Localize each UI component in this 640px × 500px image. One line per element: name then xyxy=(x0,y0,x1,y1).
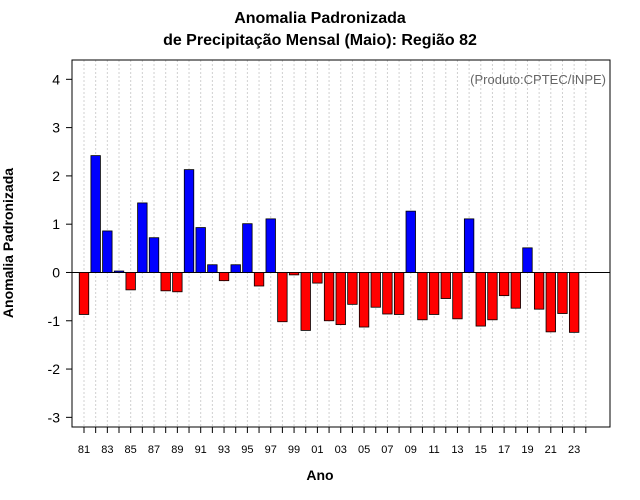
x-tick-label: 83 xyxy=(101,444,113,456)
x-tick-label: 81 xyxy=(78,444,90,456)
bar-2016 xyxy=(487,272,498,321)
x-axis-label: Ano xyxy=(306,467,334,483)
bar-2019 xyxy=(522,247,533,273)
bar-2000 xyxy=(300,272,311,331)
bar-1983 xyxy=(102,230,113,273)
bar-1987 xyxy=(148,237,160,273)
x-tick-label: 11 xyxy=(428,444,439,456)
bar-2008 xyxy=(393,272,405,315)
x-tick-label: 91 xyxy=(195,444,207,456)
bar-2005 xyxy=(358,272,370,328)
bar-2017 xyxy=(498,272,510,297)
bar-2021 xyxy=(545,272,556,333)
x-tick-label: 95 xyxy=(241,444,253,456)
product-annotation: (Produto:CPTEC/INPE) xyxy=(470,72,606,87)
bar-2009 xyxy=(405,210,416,273)
bar-1985 xyxy=(125,272,136,291)
x-tick-label: 01 xyxy=(311,444,323,456)
bar-1992 xyxy=(207,264,218,273)
bar-1981 xyxy=(78,272,90,315)
x-tick-label: 17 xyxy=(498,444,510,456)
bar-2010 xyxy=(417,272,428,321)
y-tick-label: 1 xyxy=(52,216,60,232)
x-tick-label: 13 xyxy=(451,444,463,456)
x-tick-label: 03 xyxy=(335,444,347,456)
bar-1999 xyxy=(288,272,300,276)
bar-1984 xyxy=(113,270,125,273)
bar-2011 xyxy=(428,272,440,315)
x-tick-label: 21 xyxy=(545,444,557,456)
x-tick-label: 07 xyxy=(381,444,393,456)
y-tick-label: -1 xyxy=(48,313,61,329)
x-tick-label: 23 xyxy=(568,444,580,456)
x-tick-label: 97 xyxy=(265,444,277,456)
y-tick-label: 2 xyxy=(52,168,60,184)
y-tick-label: -3 xyxy=(48,409,61,425)
x-tick-label: 99 xyxy=(288,444,300,456)
bar-1998 xyxy=(277,272,288,323)
bar-2003 xyxy=(335,272,346,326)
bar-1989 xyxy=(172,272,183,293)
bar-2020 xyxy=(533,272,545,310)
bar-1996 xyxy=(253,272,265,287)
bar-1997 xyxy=(265,218,276,273)
bar-2002 xyxy=(323,272,335,322)
bar-1988 xyxy=(160,272,171,292)
bar-1993 xyxy=(218,272,230,282)
bar-2022 xyxy=(557,272,568,314)
bar-2013 xyxy=(452,272,463,320)
x-tick-label: 85 xyxy=(125,444,137,456)
bar-2007 xyxy=(382,272,393,315)
x-tick-label: 89 xyxy=(171,444,183,456)
x-tick-label: 93 xyxy=(218,444,230,456)
bar-2018 xyxy=(510,272,521,309)
bar-2012 xyxy=(440,272,451,299)
bar-1991 xyxy=(195,227,206,273)
bar-2006 xyxy=(370,272,381,308)
chart-title: Anomalia Padronizada xyxy=(234,10,406,27)
y-tick-label: 3 xyxy=(52,120,60,136)
bar-2014 xyxy=(463,218,475,273)
bar-1982 xyxy=(90,155,101,273)
y-tick-label: -2 xyxy=(48,361,61,377)
bar-2023 xyxy=(568,272,580,333)
bar-2001 xyxy=(312,272,323,284)
x-tick-label: 87 xyxy=(148,444,160,456)
bar-1990 xyxy=(183,169,195,273)
y-axis-label: Anomalia Padronizada xyxy=(0,167,16,319)
chart-subtitle: de Precipitação Mensal (Maio): Região 82 xyxy=(163,32,477,49)
x-tick-label: 09 xyxy=(405,444,417,456)
y-tick-label: 4 xyxy=(52,71,60,87)
x-tick-label: 15 xyxy=(475,444,487,456)
bar-1995 xyxy=(242,223,253,273)
y-tick-label: 0 xyxy=(52,264,60,280)
bar-2015 xyxy=(475,272,486,327)
bar-1986 xyxy=(137,202,148,273)
x-tick-label: 05 xyxy=(358,444,370,456)
bar-2004 xyxy=(347,272,358,305)
bar-1994 xyxy=(230,264,241,273)
x-tick-label: 19 xyxy=(521,444,533,456)
